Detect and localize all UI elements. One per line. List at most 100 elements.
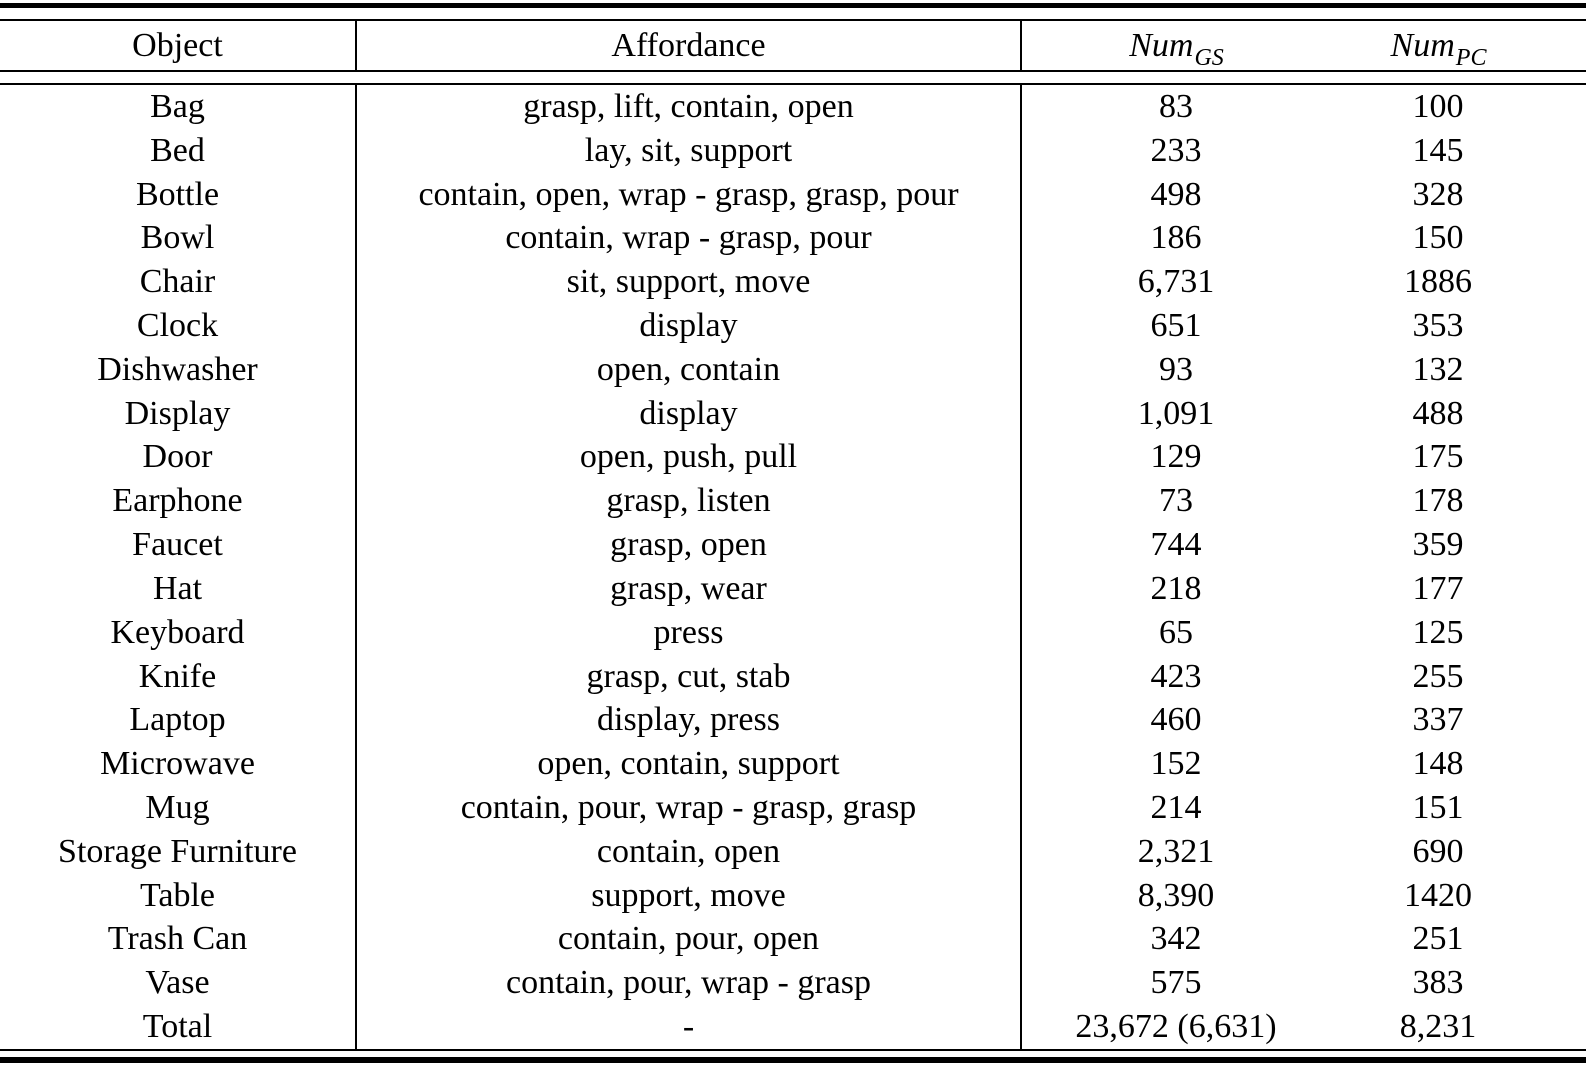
cell-num-gs: 423 — [1150, 657, 1202, 695]
cell-affordance: display — [357, 304, 1022, 348]
cell-num-pc: 148 — [1412, 745, 1464, 783]
table-top-rule-thin — [0, 19, 1586, 21]
cell-num-gs: 218 — [1150, 569, 1202, 607]
cell-affordance: sit, support, move — [357, 260, 1022, 305]
table-bottom-rule-thick — [0, 1057, 1586, 1063]
cell-num-pc: 125 — [1412, 613, 1464, 651]
table-row: Microwave open, contain, support 152 148 — [0, 742, 1586, 787]
header-separator-rule-2 — [0, 83, 1586, 85]
header-affordance: Affordance — [357, 21, 1022, 70]
header-num-pc: NumPC — [1330, 21, 1586, 71]
cell-affordance: contain, wrap - grasp, pour — [357, 216, 1022, 261]
cell-affordance: grasp, lift, contain, open — [357, 85, 1022, 129]
table-row: Bottle contain, open, wrap - grasp, gras… — [0, 172, 1586, 217]
cell-num-gs: 65 — [1159, 613, 1193, 651]
cell-affordance: grasp, cut, stab — [357, 654, 1022, 699]
cell-num-gs: 651 — [1150, 306, 1202, 344]
cell-num-gs: 6,731 — [1137, 263, 1215, 301]
cell-num-pc: 1886 — [1404, 263, 1472, 301]
cell-object: Bag — [0, 85, 357, 129]
header-separator-rule-1 — [0, 70, 1586, 72]
cell-num-pc: 255 — [1412, 657, 1464, 695]
cell-object: Bottle — [0, 172, 357, 217]
table-row: Table support, move 8,390 1420 — [0, 873, 1586, 918]
cell-affordance: display, press — [357, 698, 1022, 743]
cell-num-gs: 575 — [1150, 964, 1202, 1002]
cell-object: Chair — [0, 260, 357, 305]
table-row: Vase contain, pour, wrap - grasp 575 383 — [0, 961, 1586, 1006]
table-bottom-rule-thin — [0, 1049, 1586, 1051]
cell-num-pc: 359 — [1412, 526, 1464, 564]
cell-affordance: display — [357, 391, 1022, 436]
cell-object: Earphone — [0, 479, 357, 524]
cell-object: Clock — [0, 304, 357, 348]
table-row: Trash Can contain, pour, open 342 251 — [0, 917, 1586, 962]
cell-affordance: grasp, wear — [357, 566, 1022, 611]
cell-object: Bed — [0, 128, 357, 173]
table-row: Laptop display, press 460 337 — [0, 698, 1586, 743]
table-row: Faucet grasp, open 744 359 — [0, 523, 1586, 567]
table-row: Knife grasp, cut, stab 423 255 — [0, 654, 1586, 699]
cell-num-gs: 342 — [1150, 920, 1202, 958]
table-body: Bag grasp, lift, contain, open 83 100 Be… — [0, 85, 1586, 1049]
cell-object: Laptop — [0, 698, 357, 743]
cell-object: Total — [0, 1005, 357, 1049]
cell-num-pc: 353 — [1412, 306, 1464, 344]
cell-affordance: open, contain — [357, 347, 1022, 392]
header-num-gs-label: NumGS — [1129, 26, 1224, 71]
cell-object: Keyboard — [0, 610, 357, 655]
cell-object: Microwave — [0, 742, 357, 787]
cell-num-gs: 73 — [1159, 482, 1193, 520]
cell-object: Vase — [0, 961, 357, 1006]
cell-affordance: support, move — [357, 873, 1022, 918]
table-row: Mug contain, pour, wrap - grasp, grasp 2… — [0, 786, 1586, 830]
table-row: Bed lay, sit, support 233 145 — [0, 128, 1586, 173]
cell-num-gs: 498 — [1150, 175, 1202, 213]
cell-num-pc: 690 — [1412, 832, 1464, 870]
cell-affordance: contain, open, wrap - grasp, grasp, pour — [357, 172, 1022, 217]
cell-affordance: grasp, open — [357, 523, 1022, 567]
cell-affordance: contain, pour, wrap - grasp, grasp — [357, 786, 1022, 830]
cell-num-pc: 1420 — [1404, 876, 1472, 914]
cell-object: Trash Can — [0, 917, 357, 962]
header-num-gs: NumGS — [1022, 21, 1330, 71]
cell-num-gs: 186 — [1150, 219, 1202, 257]
cell-num-pc: 328 — [1412, 175, 1464, 213]
table-top-rule-thick — [0, 3, 1586, 8]
cell-object: Door — [0, 435, 357, 480]
cell-num-gs: 214 — [1150, 788, 1202, 826]
cell-affordance: contain, pour, open — [357, 917, 1022, 962]
header-object: Object — [0, 21, 357, 70]
cell-num-gs: 744 — [1150, 526, 1202, 564]
table-row: Total - 23,672 (6,631) 8,231 — [0, 1005, 1586, 1049]
cell-affordance: grasp, listen — [357, 479, 1022, 524]
cell-affordance: press — [357, 610, 1022, 655]
table-header-row: Object Affordance NumGS NumPC — [0, 21, 1586, 70]
table-row: Hat grasp, wear 218 177 — [0, 566, 1586, 611]
cell-object: Display — [0, 391, 357, 436]
table-row: Display display 1,091 488 — [0, 391, 1586, 436]
table-row: Chair sit, support, move 6,731 1886 — [0, 260, 1586, 305]
cell-object: Bowl — [0, 216, 357, 261]
cell-num-pc: 488 — [1412, 394, 1464, 432]
cell-num-gs: 8,390 — [1137, 876, 1215, 914]
cell-num-pc: 177 — [1412, 569, 1464, 607]
cell-num-gs: 129 — [1150, 438, 1202, 476]
cell-affordance: lay, sit, support — [357, 128, 1022, 173]
cell-num-gs: 152 — [1150, 745, 1202, 783]
table-row: Dishwasher open, contain 93 132 — [0, 347, 1586, 392]
cell-object: Dishwasher — [0, 347, 357, 392]
cell-object: Knife — [0, 654, 357, 699]
cell-num-pc: 150 — [1412, 219, 1464, 257]
cell-num-gs: 233 — [1150, 131, 1202, 169]
cell-object: Table — [0, 873, 357, 918]
table-row: Clock display 651 353 — [0, 304, 1586, 348]
cell-affordance: contain, open — [357, 829, 1022, 874]
cell-num-pc: 251 — [1412, 920, 1464, 958]
cell-num-gs: 2,321 — [1137, 832, 1215, 870]
cell-num-pc: 145 — [1412, 131, 1464, 169]
cell-object: Storage Furniture — [0, 829, 357, 874]
cell-affordance: - — [357, 1005, 1022, 1049]
cell-affordance: open, contain, support — [357, 742, 1022, 787]
